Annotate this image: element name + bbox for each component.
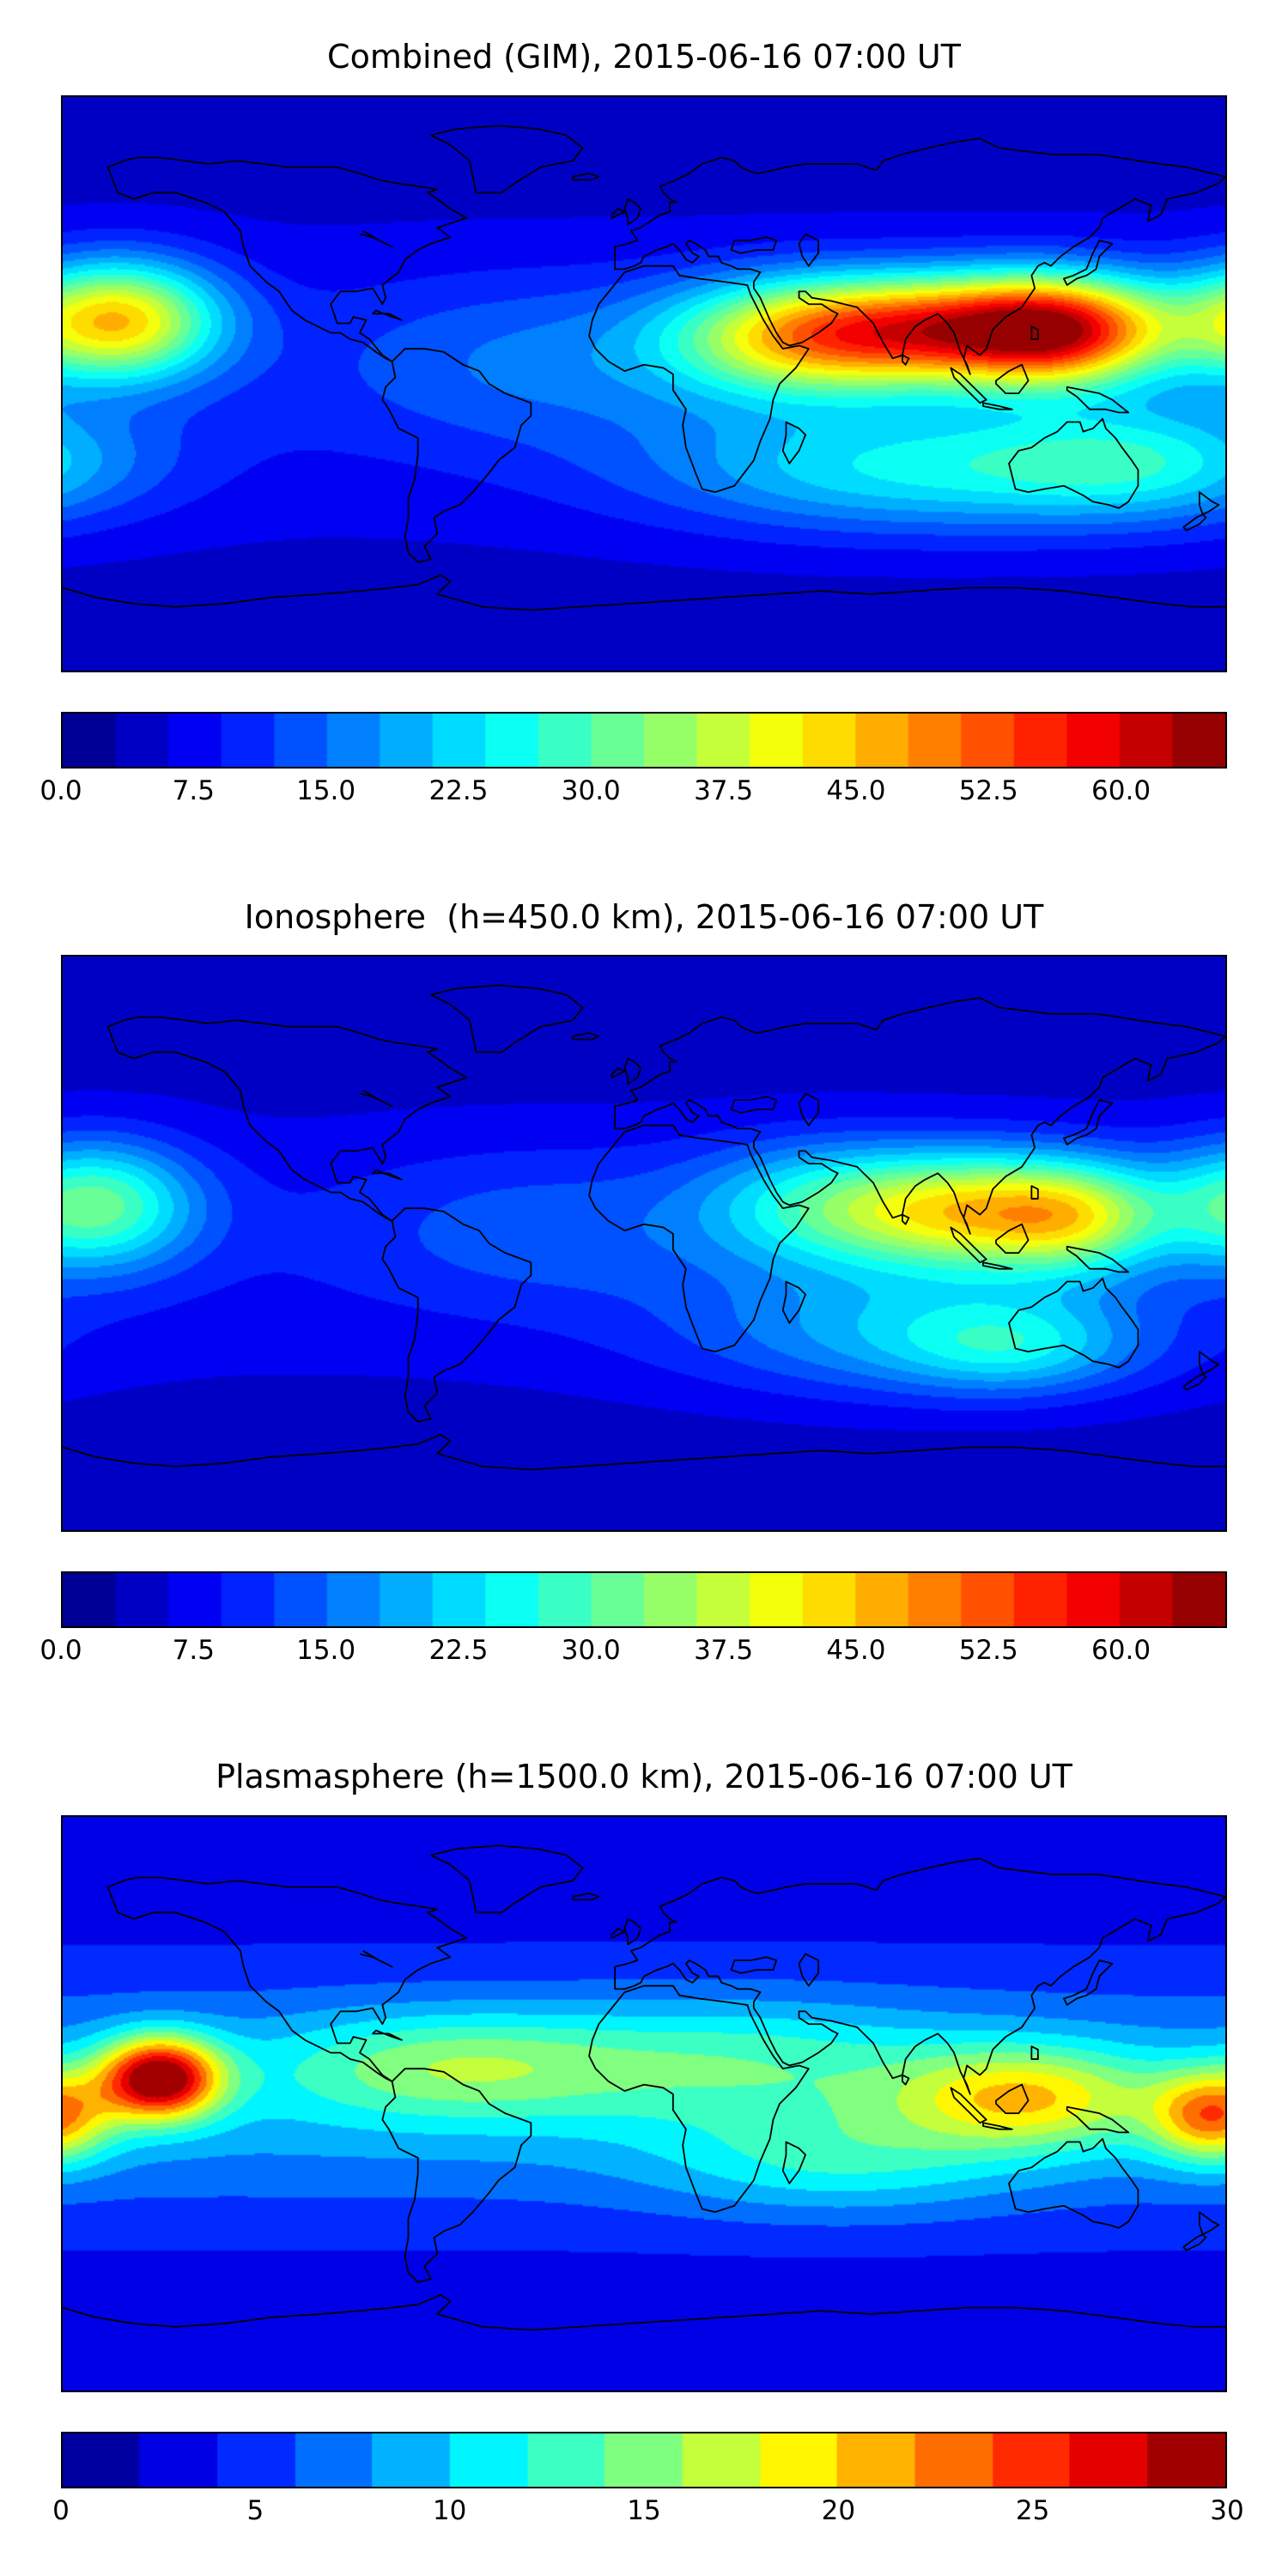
- tick-label: 37.5: [694, 775, 754, 806]
- panel-ionosphere: Ionosphere (h=450.0 km), 2015-06-16 07:0…: [39, 897, 1227, 1674]
- panel-combined-gim: Combined (GIM), 2015-06-16 07:00 UT 0.0 …: [39, 38, 1227, 813]
- tick-label: 22.5: [428, 1635, 489, 1667]
- coastlines-overlay-ionosphere: [63, 957, 1225, 1530]
- coastline-path: [63, 986, 1225, 1470]
- world-map-combined: [61, 94, 1227, 672]
- tick-label: 30.0: [561, 775, 621, 806]
- coastlines-overlay-plasmasphere: [63, 1817, 1225, 2391]
- tick-label: 45.0: [826, 1635, 886, 1667]
- figure: Combined (GIM), 2015-06-16 07:00 UT 0.0 …: [0, 38, 1288, 2533]
- world-map-ionosphere: [61, 955, 1227, 1533]
- colorbar-ticks-combined: 0.0 7.5 15.0 22.5 30.0 37.5 45.0 52.5 60…: [39, 775, 1227, 813]
- tick-label: 0.0: [39, 1635, 82, 1667]
- panel-title-ionosphere: Ionosphere (h=450.0 km), 2015-06-16 07:0…: [244, 897, 1044, 936]
- tick-label: 45.0: [826, 775, 886, 806]
- tick-label: 5: [246, 2495, 264, 2527]
- colorbar-canvas-plasmasphere: [63, 2433, 1225, 2488]
- world-map-plasmasphere: [61, 1815, 1227, 2393]
- panel-title-combined: Combined (GIM), 2015-06-16 07:00 UT: [327, 38, 961, 76]
- tick-label: 0.0: [39, 775, 82, 806]
- coastlines-overlay-combined: [63, 97, 1225, 671]
- tick-label: 20: [821, 2495, 856, 2527]
- panel-plasmasphere: Plasmasphere (h=1500.0 km), 2015-06-16 0…: [52, 1758, 1244, 2533]
- colorbar-ionosphere: [61, 1571, 1227, 1629]
- tick-label: 15.0: [296, 1635, 356, 1667]
- tick-label: 15: [627, 2495, 661, 2527]
- tick-label: 60.0: [1091, 775, 1151, 806]
- tick-label: 15.0: [296, 775, 356, 806]
- colorbar-plasmasphere: [61, 2432, 1227, 2489]
- tick-label: 7.5: [172, 1635, 215, 1667]
- tick-label: 10: [432, 2495, 467, 2527]
- colorbar-ticks-ionosphere: 0.0 7.5 15.0 22.5 30.0 37.5 45.0 52.5 60…: [39, 1635, 1227, 1673]
- coastline-path: [63, 1845, 1225, 2330]
- colorbar-ticks-plasmasphere: 0 5 10 15 20 25 30: [52, 2495, 1244, 2533]
- tick-label: 52.5: [958, 1635, 1018, 1667]
- tick-label: 52.5: [958, 775, 1018, 806]
- tec-heatmap-canvas-combined: [63, 96, 1225, 671]
- tick-label: 22.5: [428, 775, 489, 806]
- tick-label: 0: [52, 2495, 70, 2527]
- tick-label: 30: [1210, 2495, 1244, 2527]
- colorbar-canvas-ionosphere: [63, 1573, 1225, 1627]
- tick-label: 25: [1015, 2495, 1050, 2527]
- tick-label: 7.5: [172, 775, 215, 806]
- tec-heatmap-canvas-plasmasphere: [63, 1817, 1225, 2391]
- colorbar-canvas-combined: [63, 713, 1225, 767]
- tick-label: 30.0: [561, 1635, 621, 1667]
- tick-label: 60.0: [1091, 1635, 1151, 1667]
- colorbar-combined: [61, 711, 1227, 769]
- tec-heatmap-canvas-ionosphere: [63, 957, 1225, 1531]
- tick-label: 37.5: [694, 1635, 754, 1667]
- panel-title-plasmasphere: Plasmasphere (h=1500.0 km), 2015-06-16 0…: [216, 1758, 1072, 1796]
- coastline-path: [63, 125, 1225, 610]
